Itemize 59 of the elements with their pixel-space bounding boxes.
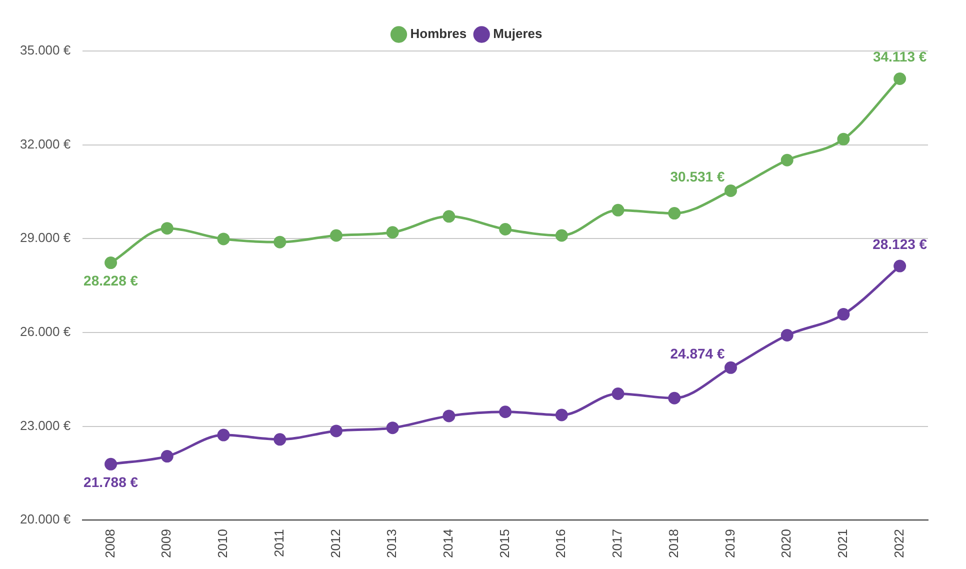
point: [499, 223, 512, 236]
data-label: 24.874 €: [670, 346, 725, 362]
point: [724, 361, 737, 374]
point: [780, 329, 794, 342]
x-tick-label: 2021: [835, 529, 850, 558]
x-tick-label: 2022: [891, 529, 906, 558]
point: [612, 204, 624, 216]
point: [330, 229, 342, 242]
point: [668, 392, 681, 404]
data-label: 28.228 €: [84, 272, 138, 289]
data-label: 30.531 €: [670, 168, 725, 185]
y-tick-label: 35.000 €: [20, 42, 72, 58]
point: [612, 387, 624, 400]
point: [217, 428, 230, 442]
x-tick-label: 2015: [496, 529, 512, 558]
point: [837, 308, 850, 321]
point: [442, 210, 456, 223]
point: [499, 406, 512, 418]
x-tick-label: 2014: [440, 529, 456, 558]
data-label: 21.788 €: [84, 474, 138, 490]
x-tick-label: 2010: [215, 529, 230, 558]
point: [160, 450, 174, 463]
point: [330, 424, 342, 438]
legend-label: Mujeres: [493, 26, 542, 42]
x-tick-label: 2017: [610, 529, 625, 558]
x-tick-label: 2020: [778, 529, 794, 558]
point: [894, 72, 906, 85]
data-label: 28.123 €: [872, 236, 928, 252]
x-tick-label: 2012: [328, 529, 343, 558]
y-tick-label: 26.000 €: [20, 324, 72, 340]
y-tick-label: 20.000 €: [20, 512, 72, 527]
point: [274, 236, 286, 248]
point: [837, 132, 850, 146]
point: [386, 422, 399, 434]
x-tick-label: 2016: [553, 529, 568, 558]
y-tick-label: 29.000 €: [20, 230, 72, 246]
x-tick-label: 2013: [384, 529, 400, 558]
point: [555, 408, 568, 422]
legend-label: Hombres: [410, 26, 467, 42]
point: [160, 222, 174, 235]
x-tick-label: 2009: [158, 529, 174, 558]
point: [894, 260, 906, 272]
point: [668, 207, 681, 220]
point: [104, 256, 118, 270]
x-tick-label: 2011: [271, 529, 286, 558]
x-tick-label: 2008: [102, 529, 118, 558]
point: [724, 184, 737, 198]
y-tick-label: 32.000 €: [20, 136, 72, 152]
point: [217, 232, 230, 246]
point: [780, 154, 794, 166]
x-tick-label: 2018: [666, 529, 681, 558]
x-tick-label: 2019: [722, 529, 738, 558]
point: [386, 226, 399, 239]
data-label: 34.113 €: [872, 48, 927, 65]
y-tick-label: 23.000 €: [20, 418, 72, 433]
point: [104, 458, 118, 470]
point: [442, 410, 456, 422]
point: [555, 229, 568, 242]
point: [274, 433, 286, 446]
